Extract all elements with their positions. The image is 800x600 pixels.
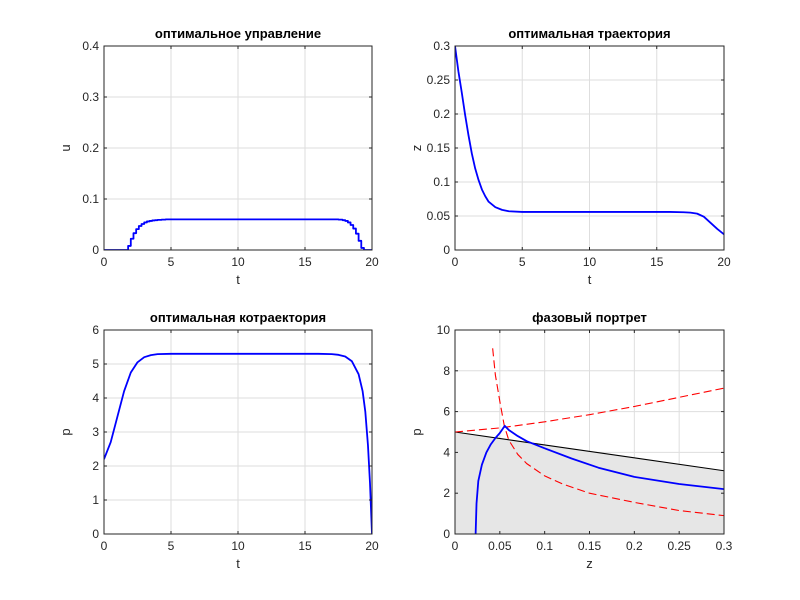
y-tick-label: 0.1 [433, 175, 450, 189]
x-axis-label: t [588, 272, 592, 287]
y-tick-label: 0.4 [82, 39, 99, 53]
y-tick-label: 0.15 [427, 141, 451, 155]
shaded-region [455, 432, 724, 534]
y-tick-label: 3 [92, 425, 99, 439]
x-tick-label: 10 [231, 539, 245, 553]
y-tick-label: 0.2 [433, 107, 450, 121]
x-axis-label: t [236, 272, 240, 287]
y-tick-label: 2 [92, 459, 99, 473]
y-tick-label: 6 [92, 323, 99, 337]
x-tick-label: 15 [298, 539, 312, 553]
y-axis-label: p [409, 428, 424, 435]
series-line-1 [455, 46, 724, 236]
series-line-4 [474, 424, 724, 534]
x-tick-label: 0 [452, 539, 459, 553]
x-tick-label: 0.25 [667, 539, 691, 553]
chart-title: оптимальная котраектория [150, 310, 326, 325]
y-axis-label: p [58, 428, 73, 435]
series-line-1 [104, 352, 372, 534]
x-tick-label: 0.3 [716, 539, 733, 553]
series-line-3 [492, 348, 724, 517]
x-tick-label: 5 [519, 255, 526, 269]
y-tick-label: 2 [443, 486, 450, 500]
x-tick-label: 20 [365, 255, 379, 269]
y-tick-label: 0.05 [427, 209, 451, 223]
chart-title: оптимальная траектория [508, 26, 670, 41]
chart-panel-1: 0 5 10 15 20 0 0.1 0.2 0.3 0.4 оптимальное управле… [58, 26, 379, 287]
x-axis-label: z [586, 556, 593, 571]
series-line-1 [104, 218, 372, 250]
x-tick-label: 15 [650, 255, 664, 269]
y-tick-label: 6 [443, 405, 450, 419]
y-tick-label: 0.3 [82, 90, 99, 104]
x-tick-label: 10 [583, 255, 597, 269]
x-tick-label: 0 [452, 255, 459, 269]
y-tick-label: 10 [437, 323, 451, 337]
x-tick-label: 0.05 [488, 539, 512, 553]
x-tick-label: 10 [231, 255, 245, 269]
chart-title: фазовый портрет [532, 310, 647, 325]
y-tick-label: 0 [443, 243, 450, 257]
x-tick-label: 0.15 [578, 539, 602, 553]
y-tick-label: 4 [443, 445, 450, 459]
y-tick-label: 0 [92, 243, 99, 257]
chart-panel-2: 0 5 10 15 20 0 0.05 0.1 0.15 0.2 0.25 0.3 оптимальна… [409, 26, 731, 287]
x-tick-label: 15 [298, 255, 312, 269]
series-line-2 [455, 387, 724, 433]
chart-panel-4: 0 0.05 0.1 0.15 0.2 0.25 0.3 0 2 4 6 8 10 фазовый пор… [409, 310, 733, 571]
x-tick-label: 0.2 [626, 539, 643, 553]
x-tick-label: 0 [101, 255, 108, 269]
y-axis-label: u [58, 144, 73, 151]
y-tick-label: 8 [443, 364, 450, 378]
x-tick-label: 5 [168, 255, 175, 269]
y-tick-label: 1 [92, 493, 99, 507]
x-tick-label: 20 [717, 255, 731, 269]
x-tick-label: 0 [101, 539, 108, 553]
y-tick-label: 0.25 [427, 73, 451, 87]
x-tick-label: 0.1 [536, 539, 553, 553]
x-tick-label: 5 [168, 539, 175, 553]
y-tick-label: 0.1 [82, 192, 99, 206]
series-line-1 [455, 431, 724, 472]
y-tick-label: 0 [92, 527, 99, 541]
y-tick-label: 0.2 [82, 141, 99, 155]
chart-panel-3: 0 5 10 15 20 0 1 2 3 4 5 6 оптимальная котраектория t… [58, 310, 379, 571]
chart-title: оптимальное управление [155, 26, 321, 41]
y-tick-label: 5 [92, 357, 99, 371]
y-tick-label: 4 [92, 391, 99, 405]
x-axis-label: t [236, 556, 240, 571]
y-tick-label: 0.3 [433, 39, 450, 53]
y-axis-label: z [409, 145, 424, 152]
y-tick-label: 0 [443, 527, 450, 541]
x-tick-label: 20 [365, 539, 379, 553]
